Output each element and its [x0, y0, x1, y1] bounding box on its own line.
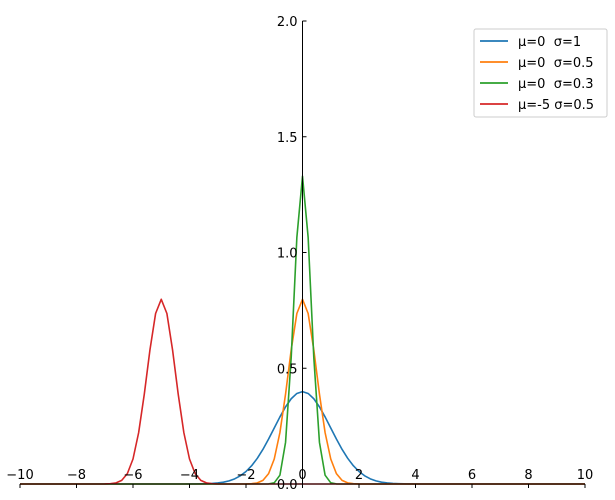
x-tick-label: −4 [180, 468, 199, 483]
x-tick-label: −6 [123, 468, 142, 483]
y-tick-label: 0.0 [277, 478, 298, 493]
x-tick-label: 4 [411, 468, 419, 483]
legend-label: μ=0 σ=1 [518, 35, 581, 50]
legend-frame [473, 28, 608, 118]
legend-label: μ=-5 σ=0.5 [518, 98, 594, 113]
legend-label: μ=0 σ=0.5 [518, 56, 594, 71]
x-tick-label: 0 [298, 468, 306, 483]
x-tick-label: −2 [236, 468, 255, 483]
y-tick-label: 1.5 [277, 131, 298, 146]
x-tick-label: 2 [355, 468, 363, 483]
axes-layer: −10 −8 −6 −4 −2 0 2 4 6 8 10 0.0 0.5 1.0 1.5 2.0 [6, 15, 593, 493]
x-tick-label: 8 [524, 468, 532, 483]
x-tick-label: −8 [67, 468, 86, 483]
legend: μ=0 σ=1 μ=0 σ=0.5 μ=0 σ=0.3 μ=-5 σ=0.5 [473, 28, 608, 118]
y-tick-label: 0.5 [277, 362, 298, 377]
y-tick-label: 2.0 [277, 15, 298, 30]
y-tick-label: 1.0 [277, 247, 298, 262]
x-tick-label: 10 [577, 468, 594, 483]
x-tick-label: −10 [6, 468, 33, 483]
x-tick-label: 6 [468, 468, 476, 483]
legend-label: μ=0 σ=0.3 [518, 77, 594, 92]
